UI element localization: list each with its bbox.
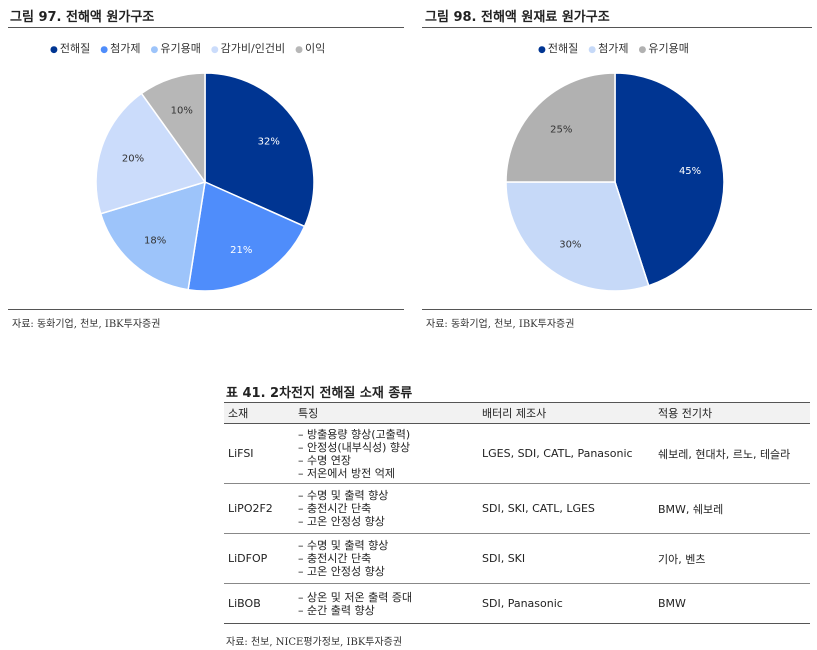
feature-item: 안정성(내부식성) 향상 bbox=[298, 441, 474, 454]
legend-item: ● 전해질 bbox=[538, 40, 578, 56]
cell-features: 수명 및 출력 향상충전시간 단축고온 안정성 향상 bbox=[294, 533, 478, 584]
cell-material: LiBOB bbox=[224, 583, 294, 624]
legend-swatch: ● bbox=[150, 45, 159, 55]
pie-slice bbox=[140, 72, 206, 185]
feature-list: 수명 및 출력 향상충전시간 단축고온 안정성 향상 bbox=[298, 538, 474, 579]
pie-data-label: 10% bbox=[171, 106, 193, 117]
feature-item: 저온에서 방전 억제 bbox=[298, 467, 474, 480]
pie-slice bbox=[99, 180, 206, 291]
feature-item: 방출용량 향상(고출력) bbox=[298, 428, 474, 441]
legend-item: ● 첨가제 bbox=[588, 40, 628, 56]
pie-data-label: 21% bbox=[230, 245, 252, 256]
pie-data-label: 20% bbox=[122, 154, 144, 165]
legend-swatch: ● bbox=[538, 45, 546, 55]
feature-item: 순간 출력 향상 bbox=[298, 604, 474, 617]
legend-label: 감가비/인건비 bbox=[220, 42, 286, 55]
feature-item: 충전시간 단축 bbox=[298, 502, 474, 515]
legend-swatch: ● bbox=[588, 45, 597, 55]
legend-label: 유기용매 bbox=[648, 42, 689, 55]
pie-data-label: 32% bbox=[258, 137, 280, 148]
chart1-source-rule bbox=[8, 309, 404, 310]
cell-makers: SDI, Panasonic bbox=[478, 583, 654, 624]
legend-label: 유기용매 bbox=[160, 42, 201, 55]
cell-ev: 기아, 벤츠 bbox=[654, 533, 810, 584]
chart2-source: 자료: 동화기업, 천보, IBK투자증권 bbox=[426, 319, 575, 330]
legend-item: ● 감가비/인건비 bbox=[211, 40, 285, 56]
chart1-source: 자료: 동화기업, 천보, IBK투자증권 bbox=[12, 319, 161, 330]
cell-features: 방출용량 향상(고출력)안정성(내부식성) 향상수명 연장저온에서 방전 억제 bbox=[294, 423, 478, 484]
feature-item: 수명 및 출력 향상 bbox=[298, 539, 474, 552]
cell-material: LiDFOP bbox=[224, 533, 294, 584]
feature-list: 방출용량 향상(고출력)안정성(내부식성) 향상수명 연장저온에서 방전 억제 bbox=[298, 427, 474, 481]
feature-item: 수명 연장 bbox=[298, 454, 474, 467]
cell-makers: SDI, SKI bbox=[478, 533, 654, 584]
header-makers: 배터리 제조사 bbox=[478, 402, 654, 424]
chart1-title: 그림 97. 전해액 원가구조 bbox=[10, 10, 155, 25]
pie-slice bbox=[614, 72, 725, 287]
table-title: 표 41. 2차전지 전해질 소재 종류 bbox=[226, 386, 413, 401]
legend-item: ● 유기용매 bbox=[150, 40, 200, 56]
table-row: LiFSI방출용량 향상(고출력)안정성(내부식성) 향상수명 연장저온에서 방… bbox=[224, 423, 810, 484]
pie-slice bbox=[187, 180, 306, 292]
pie-slice bbox=[95, 92, 207, 215]
electrolyte-table: 소재 특징 배터리 제조사 적용 전기차 LiFSI방출용량 향상(고출력)안정… bbox=[224, 402, 810, 624]
legend-item: ● 전해질 bbox=[50, 40, 90, 56]
legend-label: 전해질 bbox=[547, 42, 579, 55]
legend-item: ● 이익 bbox=[295, 40, 325, 56]
cell-features: 상온 및 저온 출력 증대순간 출력 향상 bbox=[294, 583, 478, 624]
cell-ev: 쉐보레, 현대차, 르노, 테슬라 bbox=[654, 423, 810, 484]
pie-data-label: 18% bbox=[144, 235, 166, 246]
cell-ev: BMW bbox=[654, 583, 810, 624]
pie-slice bbox=[505, 181, 650, 292]
legend-swatch: ● bbox=[210, 45, 219, 55]
chart2-pie: 45% 30% 25% bbox=[505, 72, 725, 292]
cell-material: LiFSI bbox=[224, 423, 294, 484]
legend-item: ● 첨가제 bbox=[100, 40, 140, 56]
chart1-title-rule bbox=[8, 27, 404, 28]
legend-label: 첨가제 bbox=[110, 42, 141, 55]
pie-data-label: 45% bbox=[679, 166, 701, 177]
legend-swatch: ● bbox=[638, 45, 647, 55]
pie-data-label: 30% bbox=[559, 239, 581, 250]
chart1-legend: ● 전해질 ● 첨가제 ● 유기용매 ● 감가비/인건비 ● 이익 bbox=[50, 40, 335, 56]
pie-slice bbox=[505, 72, 616, 183]
table-header-row: 소재 특징 배터리 제조사 적용 전기차 bbox=[224, 402, 810, 424]
chart1-pie: 32% 21% 18% 20% 10% bbox=[95, 72, 315, 292]
cell-makers: LGES, SDI, CATL, Panasonic bbox=[478, 423, 654, 484]
cell-ev: BMW, 쉐보레 bbox=[654, 483, 810, 534]
feature-list: 상온 및 저온 출력 증대순간 출력 향상 bbox=[298, 590, 474, 618]
feature-item: 충전시간 단축 bbox=[298, 552, 474, 565]
table-source: 자료: 천보, NICE평가정보, IBK투자증권 bbox=[226, 637, 403, 648]
cell-material: LiPO2F2 bbox=[224, 483, 294, 534]
chart2-source-rule bbox=[422, 309, 812, 310]
cell-features: 수명 및 출력 향상충전시간 단축고온 안정성 향상 bbox=[294, 483, 478, 534]
header-ev: 적용 전기차 bbox=[654, 402, 810, 424]
legend-label: 첨가제 bbox=[598, 42, 629, 55]
legend-swatch: ● bbox=[50, 45, 58, 55]
cell-makers: SDI, SKI, CATL, LGES bbox=[478, 483, 654, 534]
header-features: 특징 bbox=[294, 402, 478, 424]
header-material: 소재 bbox=[224, 402, 294, 424]
feature-item: 수명 및 출력 향상 bbox=[298, 489, 474, 502]
feature-item: 고온 안정성 향상 bbox=[298, 515, 474, 528]
feature-item: 상온 및 저온 출력 증대 bbox=[298, 591, 474, 604]
chart2-title: 그림 98. 전해액 원재료 원가구조 bbox=[425, 10, 610, 25]
legend-label: 이익 bbox=[304, 42, 326, 55]
feature-item: 고온 안정성 향상 bbox=[298, 565, 474, 578]
legend-swatch: ● bbox=[295, 45, 303, 55]
pie-slice bbox=[204, 72, 315, 228]
chart2-title-rule bbox=[422, 27, 812, 28]
pie-data-label: 25% bbox=[550, 124, 572, 135]
feature-list: 수명 및 출력 향상충전시간 단축고온 안정성 향상 bbox=[298, 488, 474, 529]
legend-label: 전해질 bbox=[59, 42, 91, 55]
chart2-legend: ● 전해질 ● 첨가제 ● 유기용매 bbox=[538, 40, 699, 56]
legend-item: ● 유기용매 bbox=[638, 40, 688, 56]
legend-swatch: ● bbox=[100, 45, 109, 55]
